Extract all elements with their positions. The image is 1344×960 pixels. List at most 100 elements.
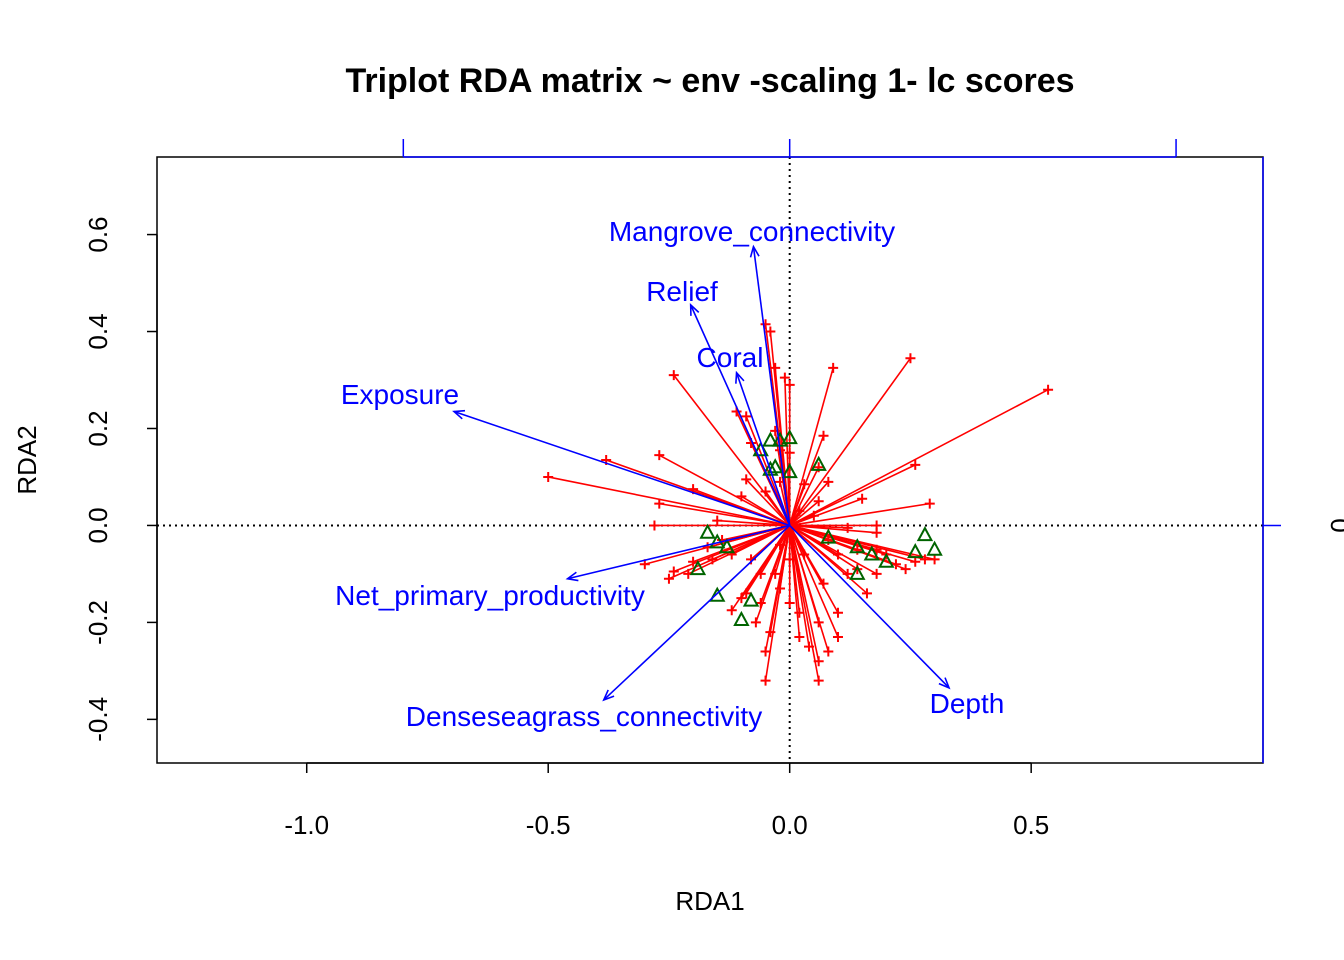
- environment-label: Exposure: [341, 379, 459, 410]
- site-scores: [689, 429, 943, 626]
- species-segment: [788, 525, 820, 623]
- environment-arrowhead: [938, 677, 951, 690]
- zero-lines: [157, 157, 1263, 763]
- species-point: [818, 578, 829, 589]
- site-point: [718, 538, 736, 554]
- x-tick-label: 0.0: [772, 810, 808, 840]
- environment-label: Coral: [697, 342, 764, 373]
- species-point: [823, 646, 834, 657]
- species-point: [765, 326, 776, 337]
- site-point: [810, 455, 827, 471]
- species-point: [726, 605, 737, 616]
- species-point: [770, 362, 781, 373]
- species-point: [924, 498, 935, 509]
- y-tick-label: 0.0: [83, 507, 113, 543]
- environment-arrowhead: [452, 409, 466, 420]
- species-segment: [774, 367, 791, 526]
- species-segment: [745, 478, 791, 526]
- species-point: [760, 646, 771, 657]
- species-segment: [789, 502, 930, 527]
- environment-arrow: [689, 304, 791, 526]
- site-point: [849, 538, 866, 554]
- environment-arrow: [603, 524, 791, 701]
- species-point: [712, 515, 723, 526]
- environment-label: Net_primary_productivity: [335, 580, 645, 611]
- species-point: [832, 607, 843, 618]
- site-point: [781, 429, 798, 445]
- environment-arrowhead: [689, 302, 700, 316]
- environment-label: Mangrove_connectivity: [609, 216, 895, 247]
- species-point: [784, 598, 795, 609]
- site-point: [916, 526, 934, 542]
- environment-label: Depth: [930, 688, 1005, 719]
- species-segment: [759, 525, 791, 604]
- species-point: [668, 566, 679, 577]
- site-point: [863, 545, 880, 561]
- species-point: [770, 425, 781, 436]
- environment-arrow: [453, 410, 790, 527]
- species-segment: [687, 524, 791, 575]
- species-segment: [740, 495, 791, 527]
- species-point: [871, 568, 882, 579]
- species-segment: [788, 483, 805, 526]
- plot-frame: [156, 156, 1264, 764]
- species-segment: [789, 510, 801, 526]
- species-point: [905, 353, 916, 364]
- species-segment: [745, 525, 791, 594]
- species-point: [794, 631, 805, 642]
- species-point: [741, 474, 752, 485]
- x-tick-label: 0.5: [1013, 810, 1049, 840]
- species-segment: [659, 502, 790, 527]
- species-point: [799, 549, 810, 560]
- x-tick-label: -1.0: [284, 810, 329, 840]
- x-axis-label: RDA1: [675, 886, 744, 916]
- site-point: [907, 543, 924, 559]
- right-axis: 0: [1262, 157, 1344, 763]
- species-point: [813, 617, 824, 628]
- environment-arrowhead: [565, 571, 579, 582]
- species-segment: [548, 476, 790, 527]
- species-segment: [789, 357, 912, 526]
- x-tick-label: -0.5: [526, 810, 571, 840]
- species-point: [668, 370, 679, 381]
- species-point: [649, 520, 660, 531]
- right-tick-label: 0: [1325, 518, 1344, 532]
- site-point: [742, 591, 760, 607]
- species-segment: [789, 524, 935, 561]
- site-point: [699, 523, 716, 539]
- environment-arrow: [789, 524, 950, 689]
- species-point: [688, 556, 699, 567]
- species-point: [861, 588, 872, 599]
- environment-label: Relief: [646, 276, 718, 307]
- species-segment: [789, 524, 839, 556]
- species-point: [910, 459, 921, 470]
- species-point: [760, 486, 771, 497]
- species-segment: [789, 500, 820, 527]
- species-point: [784, 554, 795, 565]
- species-point: [654, 450, 665, 461]
- species-segment: [788, 525, 801, 638]
- species-point: [813, 496, 824, 507]
- site-point: [781, 463, 798, 479]
- site-point: [689, 559, 707, 576]
- species-point: [784, 447, 795, 458]
- environment-arrowhead: [749, 244, 760, 258]
- species-point: [741, 588, 752, 599]
- site-point: [762, 460, 779, 476]
- species-point: [823, 476, 834, 487]
- species-point: [910, 556, 921, 567]
- environment-arrow: [567, 524, 790, 580]
- species-point: [832, 631, 843, 642]
- species-point: [775, 539, 786, 550]
- y-tick-label: -0.4: [83, 697, 113, 742]
- species-segment: [789, 515, 815, 527]
- species-point: [760, 319, 771, 330]
- species-segment: [779, 525, 791, 546]
- environment-vectors: Mangrove_connectivity Relief Coral Exposure…: [335, 216, 1004, 732]
- y-tick-label: 0.4: [83, 313, 113, 349]
- environment-arrow: [752, 246, 791, 526]
- species-point: [779, 372, 790, 383]
- site-point: [849, 564, 866, 580]
- species-segment: [789, 524, 877, 534]
- environment-label: Denseseagrass_connectivity: [406, 701, 762, 732]
